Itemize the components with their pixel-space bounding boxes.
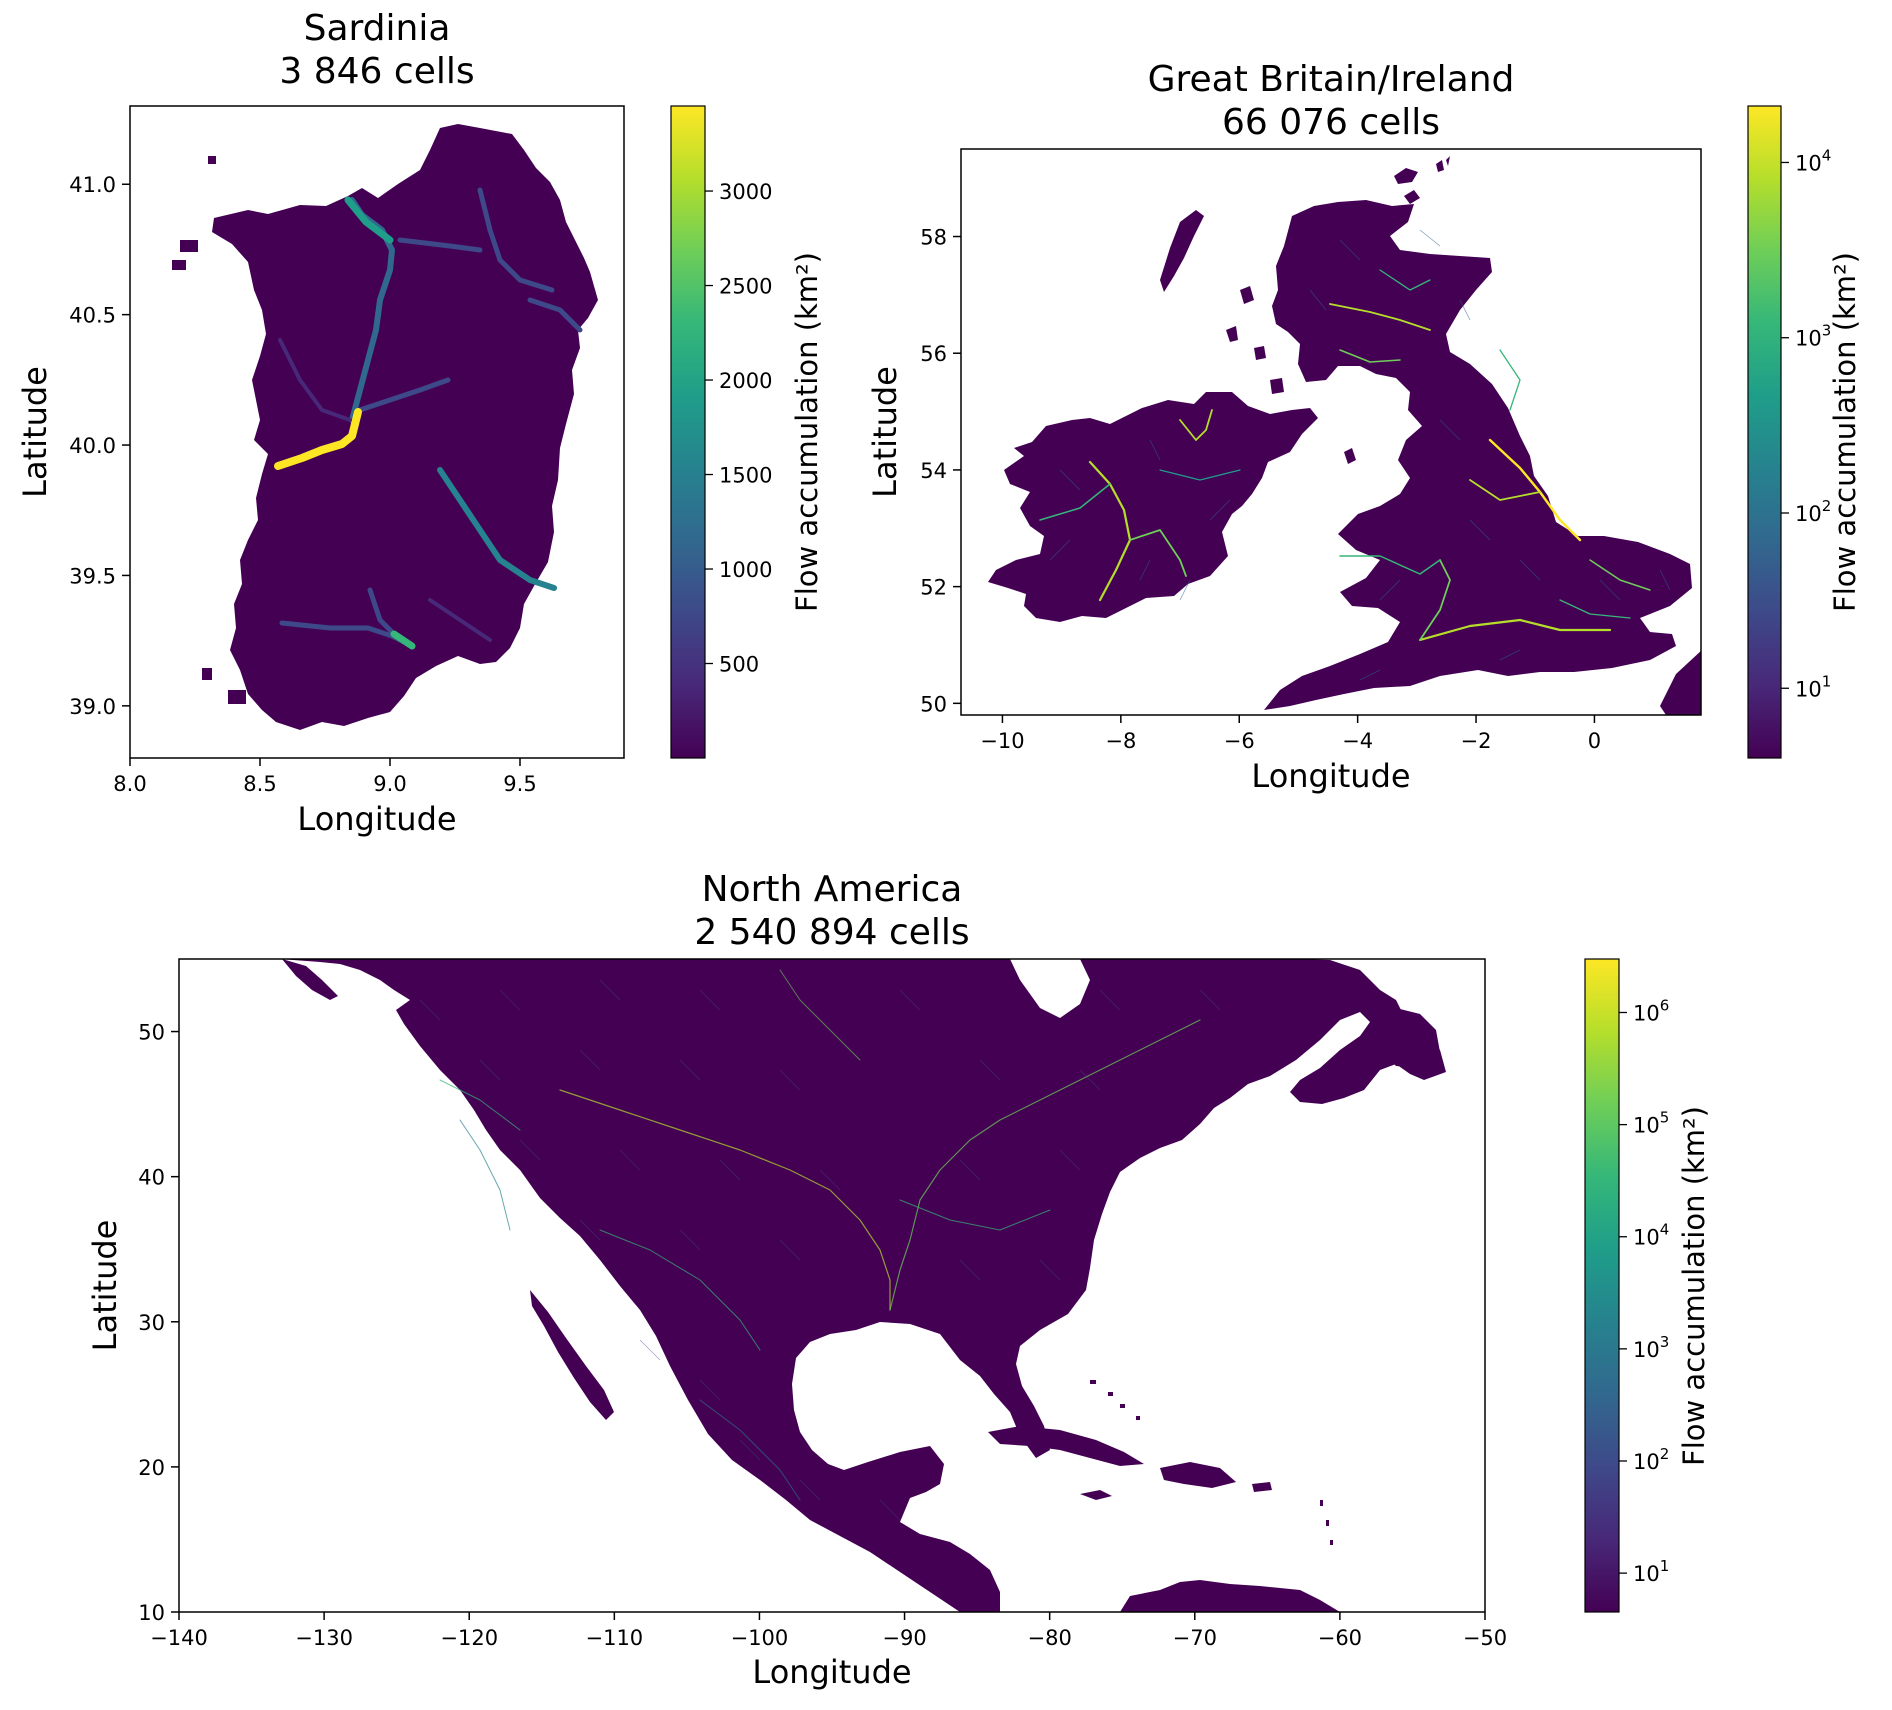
na-map (280, 959, 1446, 1612)
x-tick-label: −8 (1105, 729, 1136, 753)
x-axis-label: Longitude (752, 1653, 911, 1691)
x-axis-label: Longitude (1251, 757, 1410, 795)
x-tick-label: −60 (1318, 1626, 1362, 1650)
x-tick-label: −2 (1461, 729, 1492, 753)
na-subtitle: 2 540 894 cells (694, 912, 969, 953)
y-tick-label: 20 (138, 1456, 165, 1480)
colorbar-tick-label: 2000 (719, 369, 772, 393)
ireland-land (988, 392, 1318, 622)
y-tick-label: 40 (138, 1166, 165, 1190)
y-tick-label: 39.0 (69, 695, 116, 719)
sardinia-colorbar-label: Flow accumulation (km²) (790, 252, 824, 612)
x-tick-label: −50 (1463, 1626, 1507, 1650)
colorbar-tick-label: 1500 (719, 464, 772, 488)
gb-axes-frame (960, 148, 1702, 716)
sardinia-map (172, 124, 598, 730)
na-colorbar-label: Flow accumulation (km²) (1677, 1106, 1711, 1466)
y-tick-label: 54 (920, 459, 947, 483)
colorbar-tick-label: 101 (1795, 672, 1831, 701)
na-colorbar-bar (1585, 959, 1619, 1612)
colorbar-tick-label: 101 (1633, 1557, 1669, 1586)
y-tick-label: 56 (920, 342, 947, 366)
x-tick-label: 9.0 (373, 772, 406, 796)
colorbar-tick-label: 104 (1633, 1221, 1669, 1250)
colorbar-tick-label: 103 (1633, 1333, 1669, 1362)
y-tick-label: 50 (138, 1021, 165, 1045)
x-tick-label: −100 (731, 1626, 789, 1650)
x-tick-label: −4 (1342, 729, 1373, 753)
colorbar-tick-label: 102 (1633, 1445, 1669, 1474)
na-axes: −140 −130 −120 −110 −100 −90 −80 −70 −60 −50 10 20 3… (86, 1021, 1507, 1691)
x-tick-label: −90 (882, 1626, 926, 1650)
panel-great-britain: Great Britain/Ireland 66 076 cells (866, 59, 1862, 795)
na-stream-texture (419, 979, 1221, 1521)
sardinia-land (212, 124, 598, 730)
y-axis-label: Latitude (86, 1220, 124, 1352)
colorbar-tick-label: 103 (1795, 322, 1831, 351)
gb-subtitle: 66 076 cells (1222, 102, 1440, 143)
na-axes-frame (178, 958, 1486, 1613)
x-tick-label: 8.5 (243, 772, 276, 796)
x-tick-label: −120 (440, 1626, 498, 1650)
north-america-land (280, 959, 1446, 1612)
y-tick-label: 39.5 (69, 564, 116, 588)
panel-north-america: North America 2 540 894 cells (86, 869, 1711, 1691)
gb-title: Great Britain/Ireland (1148, 59, 1515, 100)
na-rivers (439, 969, 1201, 1501)
x-tick-label: −70 (1173, 1626, 1217, 1650)
x-tick-label: −140 (150, 1626, 208, 1650)
colorbar-tick-label: 104 (1795, 146, 1831, 175)
colorbar-tick-label: 102 (1795, 497, 1831, 526)
gb-colorbar-label: Flow accumulation (km²) (1828, 252, 1862, 612)
sardinia-title: Sardinia (304, 8, 451, 49)
colorbar-tick-label: 105 (1633, 1109, 1669, 1138)
sardinia-axes-frame (129, 105, 625, 759)
x-tick-label: 8.0 (113, 772, 146, 796)
gb-map (988, 156, 1701, 715)
colorbar-tick-label: 3000 (719, 180, 772, 204)
y-tick-label: 58 (920, 226, 947, 250)
y-tick-label: 40.0 (69, 434, 116, 458)
panel-sardinia: Sardinia 3 846 cells (16, 8, 824, 838)
y-tick-label: 10 (138, 1601, 165, 1625)
sardinia-rivers (274, 187, 583, 650)
y-tick-label: 30 (138, 1311, 165, 1335)
gb-stream-texture (1049, 229, 1671, 681)
x-tick-label: −6 (1224, 729, 1255, 753)
y-tick-label: 50 (920, 692, 947, 716)
sardinia-colorbar-bar (671, 106, 705, 758)
x-tick-label: 0 (1588, 729, 1601, 753)
colorbar-tick-label: 106 (1633, 996, 1669, 1025)
gb-colorbar-bar (1748, 106, 1781, 758)
sardinia-axes: 8.0 8.5 9.0 9.5 39.0 39.5 40.0 40.5 41.0 Longitud… (16, 173, 537, 838)
colorbar-tick-label: 1000 (719, 558, 772, 582)
x-tick-label: −10 (980, 729, 1024, 753)
x-tick-label: −110 (585, 1626, 643, 1650)
gb-rivers (1039, 269, 1651, 642)
x-tick-label: −130 (295, 1626, 353, 1650)
sardinia-colorbar: 500 1000 1500 2000 2500 3000 Flow accumulatio… (670, 105, 824, 759)
great-britain-land (1264, 200, 1692, 710)
y-tick-label: 52 (920, 576, 947, 600)
na-colorbar: 101 102 103 104 105 106 Flow accumulation (km… (1584, 958, 1711, 1613)
y-tick-label: 41.0 (69, 173, 116, 197)
gb-axes: −10 −8 −6 −4 −2 0 50 52 54 56 58 Longitude Latitude (866, 226, 1601, 795)
x-tick-label: −80 (1028, 1626, 1072, 1650)
gb-colorbar: 101 102 103 104 Flow accumulation (km²) (1747, 105, 1862, 759)
x-tick-label: 9.5 (503, 772, 536, 796)
colorbar-tick-label: 500 (719, 653, 759, 677)
sardinia-subtitle: 3 846 cells (279, 51, 474, 92)
y-tick-label: 40.5 (69, 304, 116, 328)
na-title: North America (702, 869, 963, 910)
y-axis-label: Latitude (866, 366, 904, 498)
x-axis-label: Longitude (297, 800, 456, 838)
colorbar-tick-label: 2500 (719, 275, 772, 299)
y-axis-label: Latitude (16, 366, 54, 498)
